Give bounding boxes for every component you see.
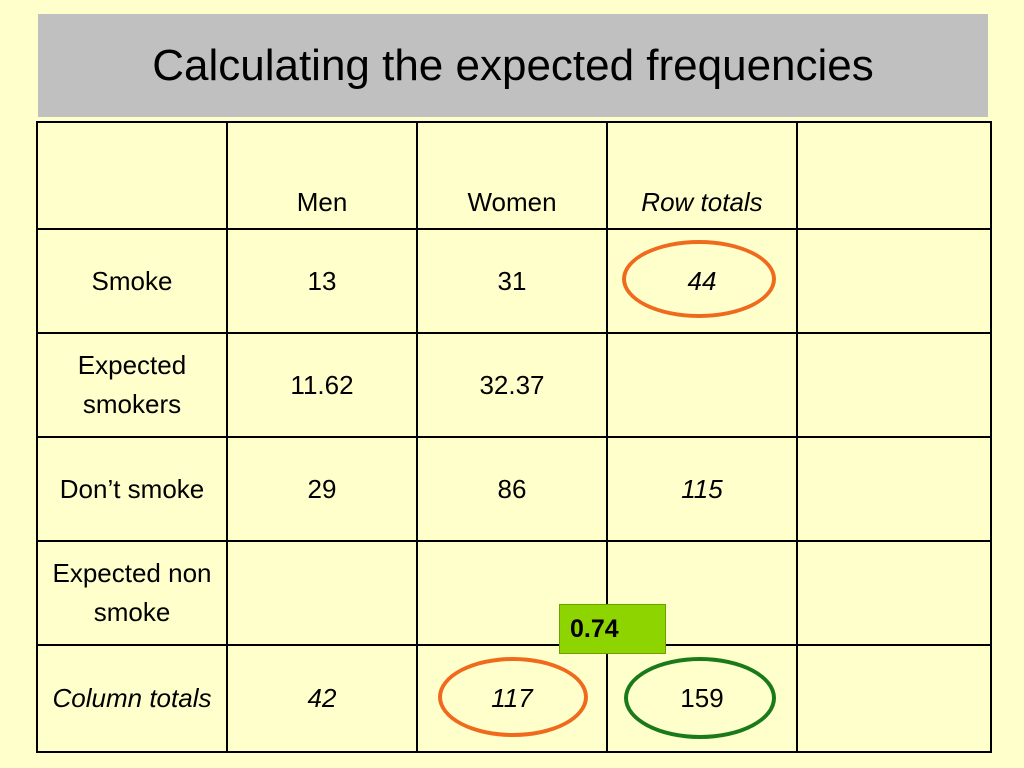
table-header-row: Men Women Row totals xyxy=(36,121,992,230)
cell-expected-non-smoke-extra xyxy=(796,540,992,646)
frequency-table: Men Women Row totals Smoke 13 31 44 Expe… xyxy=(36,121,992,753)
cell-column-totals-extra xyxy=(796,644,992,753)
row-label-column-totals: Column totals xyxy=(36,644,228,753)
header-cell-men: Men xyxy=(226,121,418,230)
table-row-column-totals: Column totals 42 117 159 xyxy=(36,644,992,753)
header-cell-corner xyxy=(36,121,228,230)
cell-dont-smoke-women: 86 xyxy=(416,436,608,542)
row-label-expected-non-smoke: Expected non smoke xyxy=(36,540,228,646)
table-row-expected-smokers: Expected smokers 11.62 32.37 xyxy=(36,332,992,438)
row-label-expected-smokers: Expected smokers xyxy=(36,332,228,438)
cell-expected-smokers-extra xyxy=(796,332,992,438)
cell-expected-smokers-men: 11.62 xyxy=(226,332,418,438)
header-cell-women: Women xyxy=(416,121,608,230)
result-badge-value: 0.74 xyxy=(570,614,619,643)
cell-smoke-men: 13 xyxy=(226,228,418,334)
header-cell-row-totals: Row totals xyxy=(606,121,798,230)
cell-grand-total: 159 xyxy=(606,644,798,753)
cell-smoke-women: 31 xyxy=(416,228,608,334)
cell-expected-smokers-row-total xyxy=(606,332,798,438)
cell-dont-smoke-men: 29 xyxy=(226,436,418,542)
cell-smoke-extra xyxy=(796,228,992,334)
cell-smoke-row-total: 44 xyxy=(606,228,798,334)
cell-expected-smokers-women: 32.37 xyxy=(416,332,608,438)
cell-dont-smoke-row-total: 115 xyxy=(606,436,798,542)
title-bar: Calculating the expected frequencies xyxy=(38,14,988,117)
cell-dont-smoke-extra xyxy=(796,436,992,542)
table-row-dont-smoke: Don’t smoke 29 86 115 xyxy=(36,436,992,542)
table-row-smoke: Smoke 13 31 44 xyxy=(36,228,992,334)
cell-column-total-women: 117 xyxy=(416,644,608,753)
page-title: Calculating the expected frequencies xyxy=(152,40,874,90)
cell-expected-non-smoke-men xyxy=(226,540,418,646)
row-label-dont-smoke: Don’t smoke xyxy=(36,436,228,542)
result-badge: 0.74 xyxy=(559,604,666,654)
header-cell-empty xyxy=(796,121,992,230)
cell-column-total-men: 42 xyxy=(226,644,418,753)
row-label-smoke: Smoke xyxy=(36,228,228,334)
table-row-expected-non-smoke: Expected non smoke xyxy=(36,540,992,646)
